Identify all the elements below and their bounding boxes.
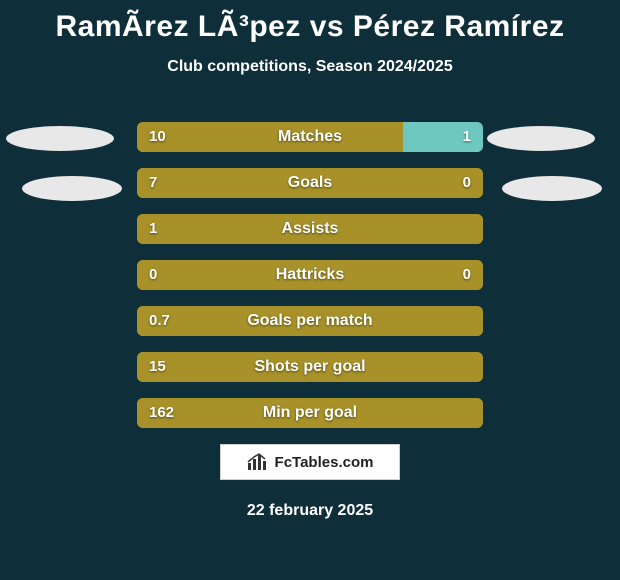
stat-value-left: 10 [149,122,166,152]
page-title: RamÃ­rez LÃ³pez vs Pérez Ramírez [0,0,620,44]
player-left-marker-1 [6,126,114,151]
stat-label: Goals per match [137,306,483,336]
stat-label: Hattricks [137,260,483,290]
stat-row: Matches10 1 [137,122,483,152]
player-right-marker-2 [502,176,602,201]
stat-value-left: 0.7 [149,306,170,336]
brand-badge[interactable]: FcTables.com [220,444,400,480]
stat-row: Min per goal162 [137,398,483,428]
stat-row: Hattricks0 0 [137,260,483,290]
page-subtitle: Club competitions, Season 2024/2025 [0,58,620,76]
brand-text: FcTables.com [275,454,374,471]
stat-value-left: 1 [149,214,157,244]
stat-value-right: 0 [463,168,471,198]
player-left-marker-2 [22,176,122,201]
date-label: 22 february 2025 [0,502,620,520]
brand-chart-icon [247,453,269,471]
stat-bars: Matches101Goals70Assists1Hattricks00Goal… [137,122,483,444]
stat-label: Assists [137,214,483,244]
stat-value-left: 15 [149,352,166,382]
stat-row: Goals per match0.7 [137,306,483,336]
stat-value-left: 0 [149,260,157,290]
stat-value-left: 162 [149,398,174,428]
stat-row: Assists1 [137,214,483,244]
stat-row: Shots per goal15 [137,352,483,382]
stat-value-right: 0 [463,260,471,290]
stat-label: Goals [137,168,483,198]
stat-row: Goals7 0 [137,168,483,198]
stat-label: Min per goal [137,398,483,428]
player-right-marker-1 [487,126,595,151]
stat-value-left: 7 [149,168,157,198]
stat-value-right: 1 [463,122,471,152]
stat-label: Matches [137,122,483,152]
stat-label: Shots per goal [137,352,483,382]
